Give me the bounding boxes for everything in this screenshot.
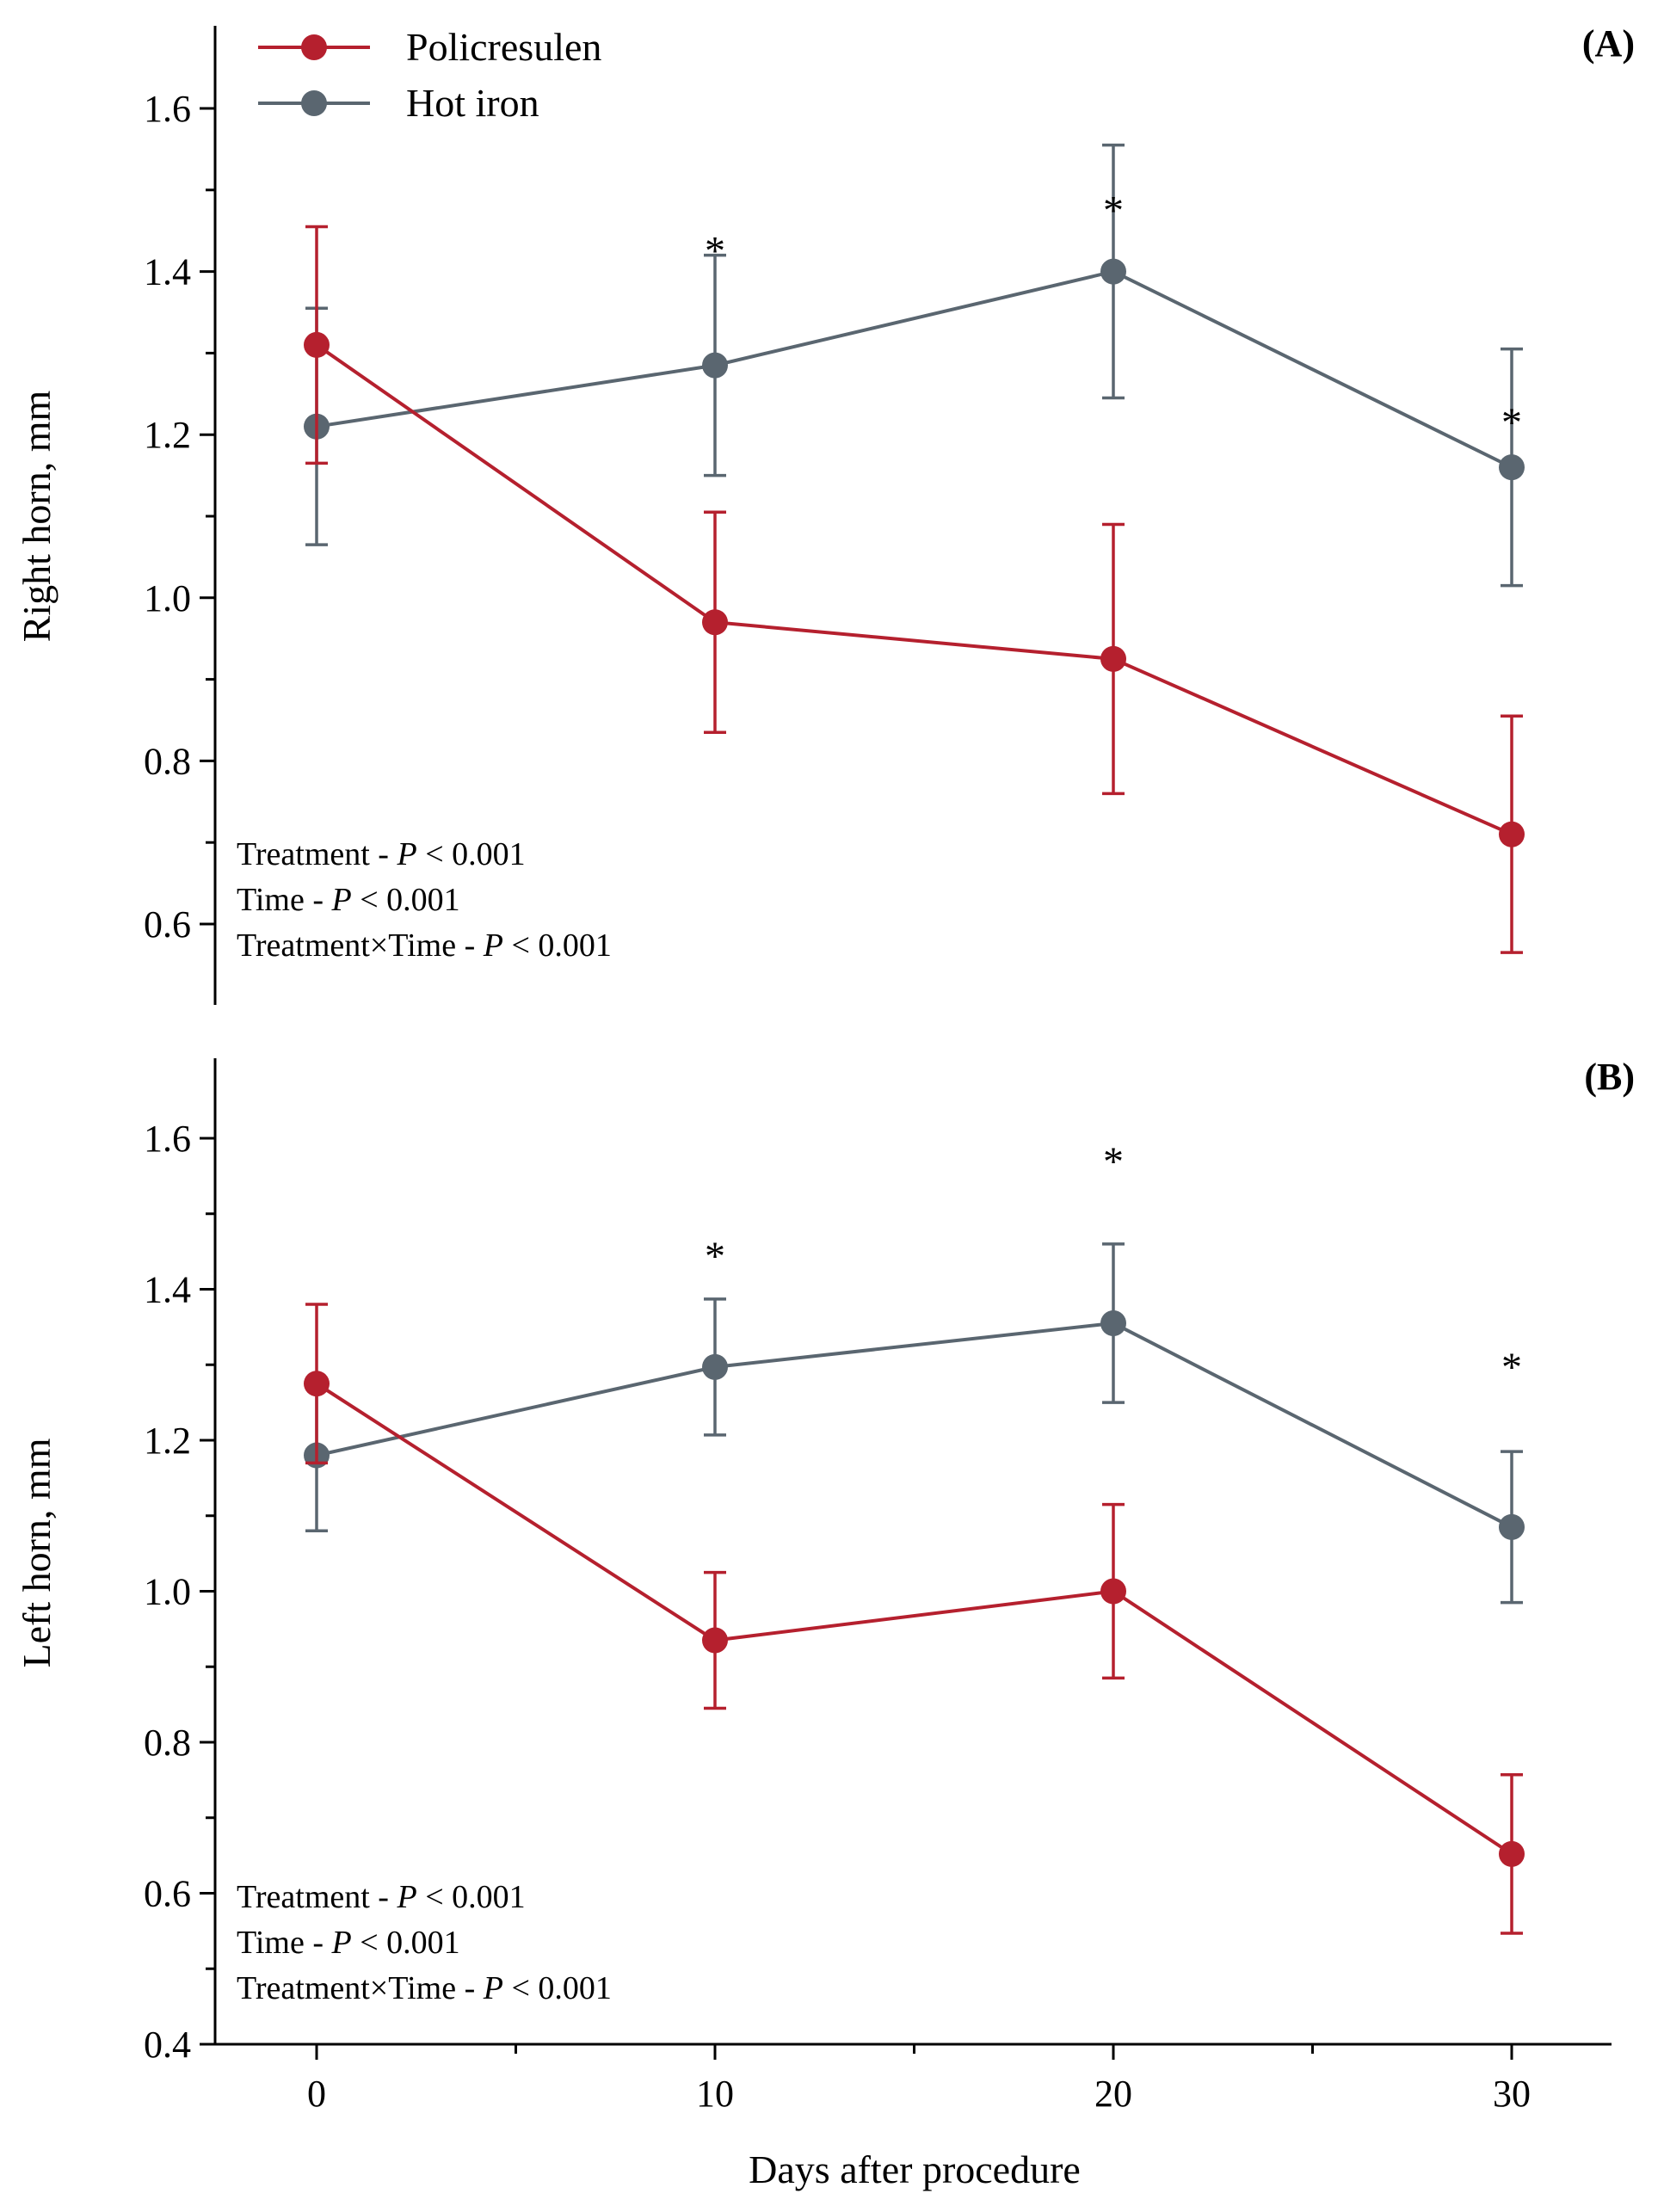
panel-a-significance-star: *: [1103, 188, 1124, 233]
panel-b-y-tick-label: 1.0: [144, 1571, 191, 1613]
panel-b-y-tick-label: 1.2: [144, 1420, 191, 1462]
panel-b-significance: * * *: [705, 1139, 1522, 1390]
panel-b-y-tick-label: 0.8: [144, 1722, 191, 1764]
legend: Policresulen Hot iron: [258, 25, 601, 125]
x-axis-ticks: 0 10 20 30: [307, 2044, 1531, 2115]
panel-b-policresulen-point: [304, 1371, 330, 1397]
panel-a-policresulen-line: [315, 343, 1513, 836]
panel-b-y-tick-label: 0.6: [144, 1873, 191, 1915]
panel-a-policresulen-point: [702, 609, 728, 636]
panel-a-policresulen-point: [304, 331, 330, 358]
panel-b-policresulen-point: [1499, 1840, 1525, 1867]
panel-a-y-tick-label: 1.0: [144, 577, 191, 619]
panel-a-policresulen-point: [1100, 645, 1126, 672]
panel-a-stat-treatment: Treatment - P < 0.001: [237, 836, 526, 872]
panel-a-y-tick-label: 1.4: [144, 251, 191, 293]
panel-b-policresulen-point: [1100, 1578, 1126, 1605]
panel-b-policresulen-point: [702, 1627, 728, 1654]
panel-a-stats: Treatment - P < 0.001 Time - P < 0.001 T…: [237, 836, 612, 964]
panel-b-stat-interaction: Treatment×Time - P < 0.001: [237, 1970, 612, 2006]
panel-a-hot-iron-line: [316, 269, 1513, 469]
panel-a-y-tick-label: 1.6: [144, 88, 191, 130]
panel-b-y-tick-label: 1.6: [144, 1118, 191, 1160]
panel-b-hot-iron-line: [316, 1321, 1513, 1529]
panel-a-hot-iron-point: [1499, 454, 1525, 481]
panel-a-label: (A): [1582, 22, 1635, 65]
legend-marker-policresulen: [301, 34, 327, 60]
x-axis-label: Days after procedure: [749, 2147, 1081, 2191]
panel-b-hot-iron-point: [1499, 1513, 1525, 1540]
panel-a-y-tick-label: 0.8: [144, 740, 191, 782]
panel-b-significance-star: *: [1501, 1345, 1522, 1390]
panel-b-y-ticks: 0.4 0.6 0.8 1.0 1.2 1.4 1.6: [144, 1118, 215, 2066]
panel-b-stats: Treatment - P < 0.001 Time - P < 0.001 T…: [237, 1879, 612, 2006]
panel-a-hot-iron-point: [702, 352, 728, 379]
x-tick-label: 20: [1094, 2073, 1132, 2115]
x-axis: 0 10 20 30 Days after procedure: [215, 2043, 1612, 2191]
panel-a-y-ticks: 0.6 0.8 1.0 1.2 1.4 1.6: [144, 88, 215, 946]
panel-b-significance-star: *: [705, 1234, 725, 1279]
panel-a-series: [304, 143, 1525, 954]
panel-a-significance-star: *: [1501, 400, 1522, 446]
panel-a-y-tick-label: 1.2: [144, 414, 191, 456]
legend-marker-hot-iron: [301, 90, 327, 116]
panel-b-hot-iron-point: [702, 1353, 728, 1380]
x-tick-label: 30: [1493, 2073, 1531, 2115]
panel-b: 0.40.60.81.01.21.41.6 Left horn, mm (B) …: [15, 1056, 1635, 2066]
panel-a-y-axis-label: Right horn, mm: [15, 390, 59, 642]
panel-b-series: [304, 1242, 1525, 1935]
panel-b-hot-iron-point: [1100, 1309, 1126, 1336]
x-tick-label: 0: [307, 2073, 326, 2115]
panel-b-stat-treatment: Treatment - P < 0.001: [237, 1879, 526, 1915]
panel-b-policresulen-line: [315, 1382, 1513, 1856]
panel-a-y-tick-label: 0.6: [144, 903, 191, 946]
panel-b-y-tick-label: 1.4: [144, 1269, 191, 1311]
panel-b-significance-star: *: [1103, 1139, 1124, 1185]
panel-a-stat-interaction: Treatment×Time - P < 0.001: [237, 927, 612, 964]
legend-label-policresulen: Policresulen: [406, 25, 601, 69]
panel-a-stat-time: Time - P < 0.001: [237, 882, 460, 918]
panel-a-significance: * * *: [705, 188, 1522, 445]
panel-b-stat-time: Time - P < 0.001: [237, 1925, 460, 1961]
panel-a-policresulen-point: [1499, 821, 1525, 847]
panel-a-significance-star: *: [705, 229, 725, 274]
panel-b-y-tick-label: 0.4: [144, 2024, 191, 2066]
panel-a-hot-iron-point: [1100, 258, 1126, 285]
panel-b-y-axis-label: Left horn, mm: [15, 1438, 59, 1667]
panel-a: 0.60.81.01.21.41.6 Right horn, mm (A) **…: [15, 22, 1635, 1005]
x-tick-label: 10: [696, 2073, 734, 2115]
legend-label-hot-iron: Hot iron: [406, 81, 539, 125]
panel-b-label: (B): [1584, 1056, 1635, 1098]
